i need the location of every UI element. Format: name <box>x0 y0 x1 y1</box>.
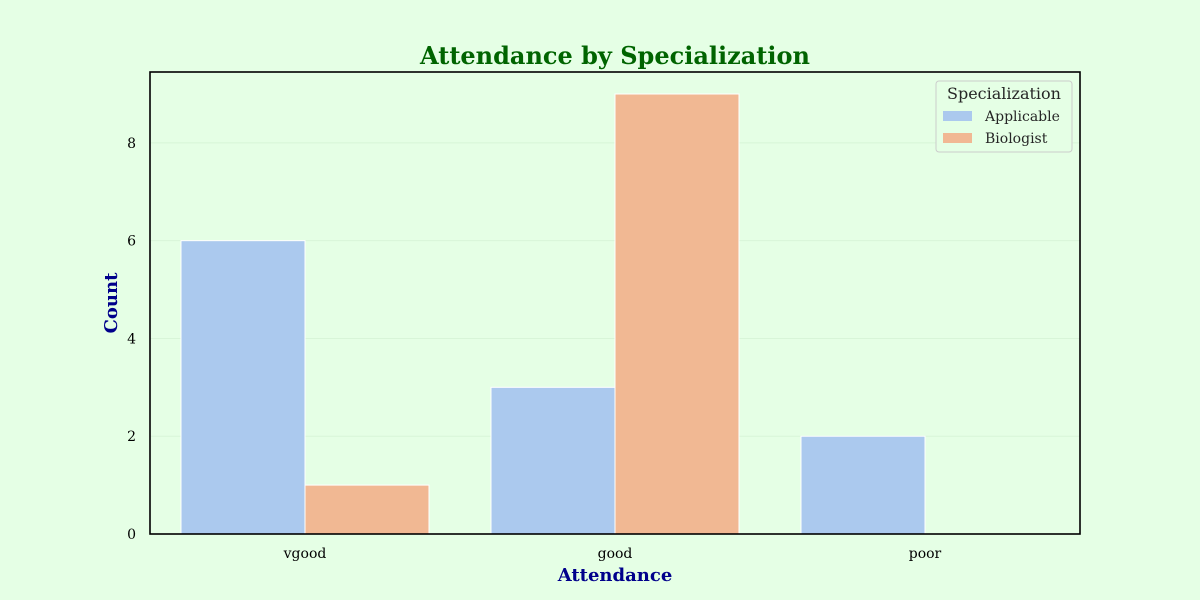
chart-title: Attendance by Specialization <box>419 41 810 70</box>
bar-applicable-good <box>490 386 616 535</box>
y-tick-label: 2 <box>127 429 136 445</box>
x-tick-label: good <box>598 546 633 562</box>
legend-title: Specialization <box>947 84 1061 103</box>
plot-frame <box>149 71 1081 535</box>
bars <box>180 93 926 535</box>
x-tick-label: vgood <box>283 546 327 562</box>
legend-swatch-applicable <box>943 111 972 121</box>
x-tick-label: poor <box>909 546 942 562</box>
x-axis-label: Attendance <box>557 565 673 586</box>
legend-swatch-biologist <box>943 133 972 143</box>
x-axis-ticks: vgood good poor <box>283 546 942 562</box>
y-tick-label: 8 <box>127 136 136 152</box>
y-axis-ticks: 0 2 4 6 8 <box>127 136 136 543</box>
y-tick-label: 4 <box>127 331 136 347</box>
legend-label-applicable: Applicable <box>984 109 1060 125</box>
y-tick-label: 6 <box>127 234 136 250</box>
y-axis-label: Count <box>101 272 122 334</box>
bar-biologist-good <box>614 93 740 535</box>
legend-label-biologist: Biologist <box>985 131 1048 147</box>
legend: Specialization Applicable Biologist <box>935 80 1073 153</box>
bar-biologist-vgood <box>304 484 430 535</box>
y-tick-label: 0 <box>127 527 136 543</box>
bar-applicable-vgood <box>180 240 306 535</box>
bar-applicable-poor <box>800 435 926 535</box>
